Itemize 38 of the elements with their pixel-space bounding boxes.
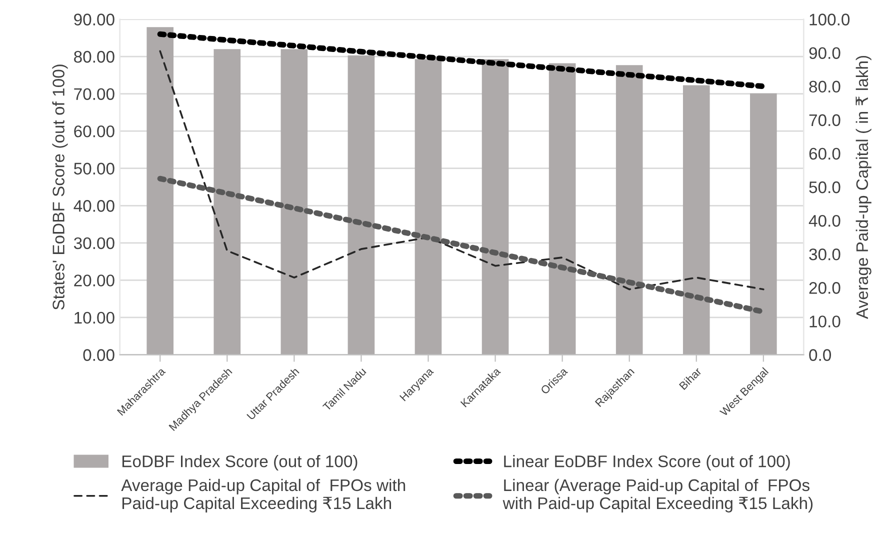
- y-tick-label: 40.00: [74, 200, 114, 212]
- y-tick-label: 90.00: [74, 14, 114, 26]
- y2-tick-label: 60.0: [809, 148, 840, 160]
- y-tick-label: 0.00: [83, 349, 114, 361]
- bar: [280, 49, 308, 355]
- bar: [548, 63, 576, 355]
- y2-tick-label: 0.0: [809, 349, 832, 361]
- y-axis-title: States' EoDBF Score (out of 100): [52, 64, 68, 310]
- y2-tick-label: 80.0: [809, 80, 840, 93]
- line-series: [159, 50, 764, 290]
- y2-tick-label: 70.0: [809, 114, 840, 126]
- legend-label: Average Paid-up Capital of FPOs with Paid-up Capital Exceeding ₹15 Lakh: [121, 478, 406, 512]
- y-tick-label: 10.00: [74, 312, 114, 324]
- bar: [750, 93, 777, 355]
- y-tick-label: 30.00: [74, 237, 114, 250]
- y2-tick-label: 100.0: [810, 14, 850, 26]
- y-tick-label: 70.00: [74, 88, 114, 100]
- y2-tick-label: 20.0: [809, 282, 840, 294]
- legend-label: Linear EoDBF Index Score (out of 100): [504, 455, 790, 471]
- bar: [214, 49, 241, 355]
- legend-label: Linear (Average Paid-up Capital of FPOs with Paid-up Capital Exceeding ₹15 Lakh): [502, 478, 813, 512]
- bar: [482, 59, 509, 355]
- y-tick-label: 60.00: [74, 125, 114, 138]
- y-tick-label: 20.00: [74, 274, 114, 286]
- bar: [682, 85, 710, 355]
- y2-tick-label: 30.0: [809, 248, 840, 260]
- bar: [616, 65, 643, 355]
- y-tick-label: 50.00: [74, 162, 114, 175]
- y2-tick-label: 40.0: [808, 214, 840, 227]
- y-tick-label: 80.00: [74, 50, 114, 63]
- y2-tick-label: 50.0: [809, 181, 840, 194]
- y2-tick-label: 10.0: [810, 316, 840, 328]
- y2-tick-label: 90.0: [809, 47, 840, 60]
- bar: [146, 27, 174, 355]
- legend-label: EoDBF Index Score (out of 100): [122, 455, 358, 471]
- y2-axis-title: Average Paid-up Capital ( in ₹ lakh): [856, 56, 872, 320]
- bar: [348, 55, 375, 355]
- bar: [414, 59, 442, 355]
